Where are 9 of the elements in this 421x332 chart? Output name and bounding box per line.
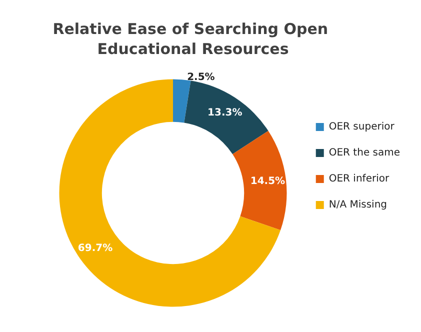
legend-label: N/A Missing bbox=[328, 200, 388, 210]
data-label: 69.7% bbox=[78, 242, 113, 254]
legend-label: OER superior bbox=[328, 122, 396, 132]
legend-label: OER the same bbox=[328, 148, 400, 158]
legend-label: OER inferior bbox=[328, 174, 390, 184]
data-label: 14.5% bbox=[250, 176, 286, 187]
chart-title: Relative Ease of Searching Open Educational Resources bbox=[52, 20, 334, 58]
data-label: 2.5% bbox=[187, 72, 215, 84]
data-label: 13.3% bbox=[208, 107, 242, 118]
